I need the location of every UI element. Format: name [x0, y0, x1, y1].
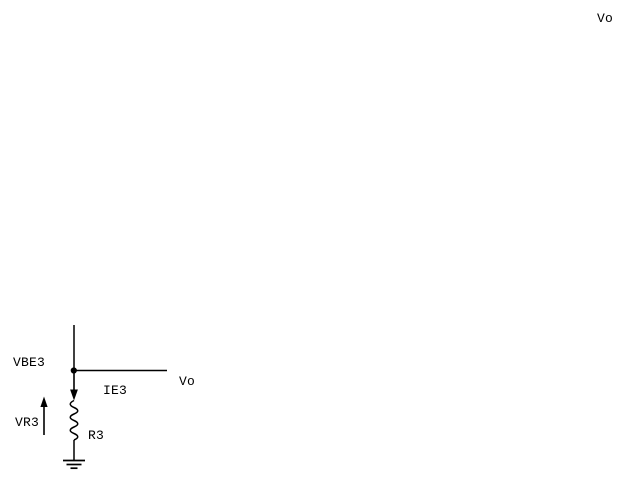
label-r3: R3 — [88, 428, 105, 443]
ground-icon — [63, 459, 85, 470]
label-vo-top-right: Vo — [597, 11, 614, 26]
junction-dot-icon — [70, 367, 77, 374]
label-vr3: VR3 — [15, 415, 40, 430]
vr3-arrow-up-icon — [40, 396, 48, 435]
ie3-arrow-down-icon — [70, 372, 78, 401]
label-vo-node: Vo — [179, 374, 196, 389]
label-ie3: IE3 — [103, 383, 128, 398]
label-vbe3: VBE3 — [13, 355, 46, 370]
resistor-r3-symbol — [69, 399, 79, 441]
